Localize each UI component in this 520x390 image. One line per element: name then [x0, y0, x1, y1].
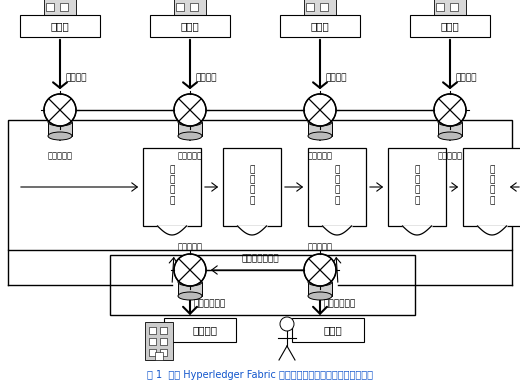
Bar	[160, 349, 167, 356]
Bar	[44, 0, 76, 23]
Bar	[308, 122, 332, 136]
Bar	[160, 327, 167, 334]
Ellipse shape	[178, 292, 202, 300]
Circle shape	[174, 94, 206, 126]
Text: 区块链节点: 区块链节点	[47, 151, 72, 161]
Bar	[164, 318, 236, 342]
Bar	[160, 338, 167, 345]
Bar	[308, 148, 366, 226]
Ellipse shape	[178, 132, 202, 140]
Ellipse shape	[438, 132, 462, 140]
Bar	[436, 3, 444, 11]
Bar	[149, 327, 156, 334]
Circle shape	[434, 94, 466, 126]
Text: 运输数据: 运输数据	[325, 73, 346, 83]
Bar	[48, 122, 72, 136]
Circle shape	[304, 254, 336, 286]
Text: 运输方: 运输方	[310, 21, 329, 31]
Text: 数
据
区
块: 数 据 区 块	[170, 165, 175, 205]
Bar	[463, 148, 520, 226]
Bar	[149, 349, 156, 356]
Bar	[438, 122, 462, 136]
Ellipse shape	[308, 118, 332, 126]
Ellipse shape	[308, 292, 332, 300]
Bar	[306, 3, 314, 11]
Bar	[155, 352, 163, 360]
Text: 区块链节点: 区块链节点	[307, 151, 332, 161]
Text: 区块链节点: 区块链节点	[437, 151, 462, 161]
Text: 数
据
区
块: 数 据 区 块	[414, 165, 420, 205]
Bar	[46, 3, 54, 11]
Text: 关键数据监管: 关键数据监管	[194, 300, 226, 308]
Ellipse shape	[308, 132, 332, 140]
Bar	[308, 282, 332, 296]
Bar	[450, 3, 458, 11]
Text: 消费者: 消费者	[323, 325, 342, 335]
Bar	[292, 318, 364, 342]
Text: 食品信息溯源: 食品信息溯源	[324, 300, 356, 308]
Bar	[110, 255, 415, 315]
Bar	[280, 15, 360, 37]
Ellipse shape	[438, 118, 462, 126]
Bar	[223, 148, 281, 226]
Circle shape	[280, 317, 294, 331]
Ellipse shape	[178, 118, 202, 126]
Ellipse shape	[48, 132, 72, 140]
Text: 销售方: 销售方	[440, 21, 459, 31]
Bar	[150, 15, 230, 37]
Text: 加工数据: 加工数据	[195, 73, 216, 83]
Text: 区块链节点: 区块链节点	[177, 151, 202, 161]
Bar	[149, 338, 156, 345]
Bar	[410, 15, 490, 37]
Bar	[176, 3, 184, 11]
Bar	[304, 0, 336, 23]
Bar	[60, 3, 68, 11]
Text: 图 1  基于 Hyperledger Fabric 区块链的食品安全溯源系统整体模型: 图 1 基于 Hyperledger Fabric 区块链的食品安全溯源系统整体…	[147, 370, 373, 380]
Ellipse shape	[308, 278, 332, 286]
Bar	[434, 0, 466, 23]
Ellipse shape	[178, 278, 202, 286]
Bar	[190, 3, 198, 11]
Ellipse shape	[48, 118, 72, 126]
Bar	[143, 148, 201, 226]
Circle shape	[174, 254, 206, 286]
Text: 数
据
区
块: 数 据 区 块	[249, 165, 255, 205]
Text: 监管部门: 监管部门	[192, 325, 217, 335]
Bar	[178, 122, 202, 136]
Bar	[20, 15, 100, 37]
Bar	[145, 322, 173, 360]
Circle shape	[44, 94, 76, 126]
Text: 加工方: 加工方	[180, 21, 199, 31]
Bar	[320, 3, 328, 11]
Text: 数
据
区
块: 数 据 区 块	[489, 165, 495, 205]
Bar	[388, 148, 446, 226]
Bar	[178, 282, 202, 296]
Circle shape	[304, 94, 336, 126]
Text: 区块链节点: 区块链节点	[177, 243, 202, 252]
Bar	[174, 0, 206, 23]
Text: 形成共识区块链: 形成共识区块链	[241, 254, 279, 263]
Text: 销售数据: 销售数据	[455, 73, 476, 83]
Text: 生产方: 生产方	[50, 21, 69, 31]
Text: 生产数据: 生产数据	[65, 73, 86, 83]
Text: 区块链节点: 区块链节点	[307, 243, 332, 252]
Text: 数
据
区
块: 数 据 区 块	[334, 165, 340, 205]
Bar	[8, 120, 512, 250]
